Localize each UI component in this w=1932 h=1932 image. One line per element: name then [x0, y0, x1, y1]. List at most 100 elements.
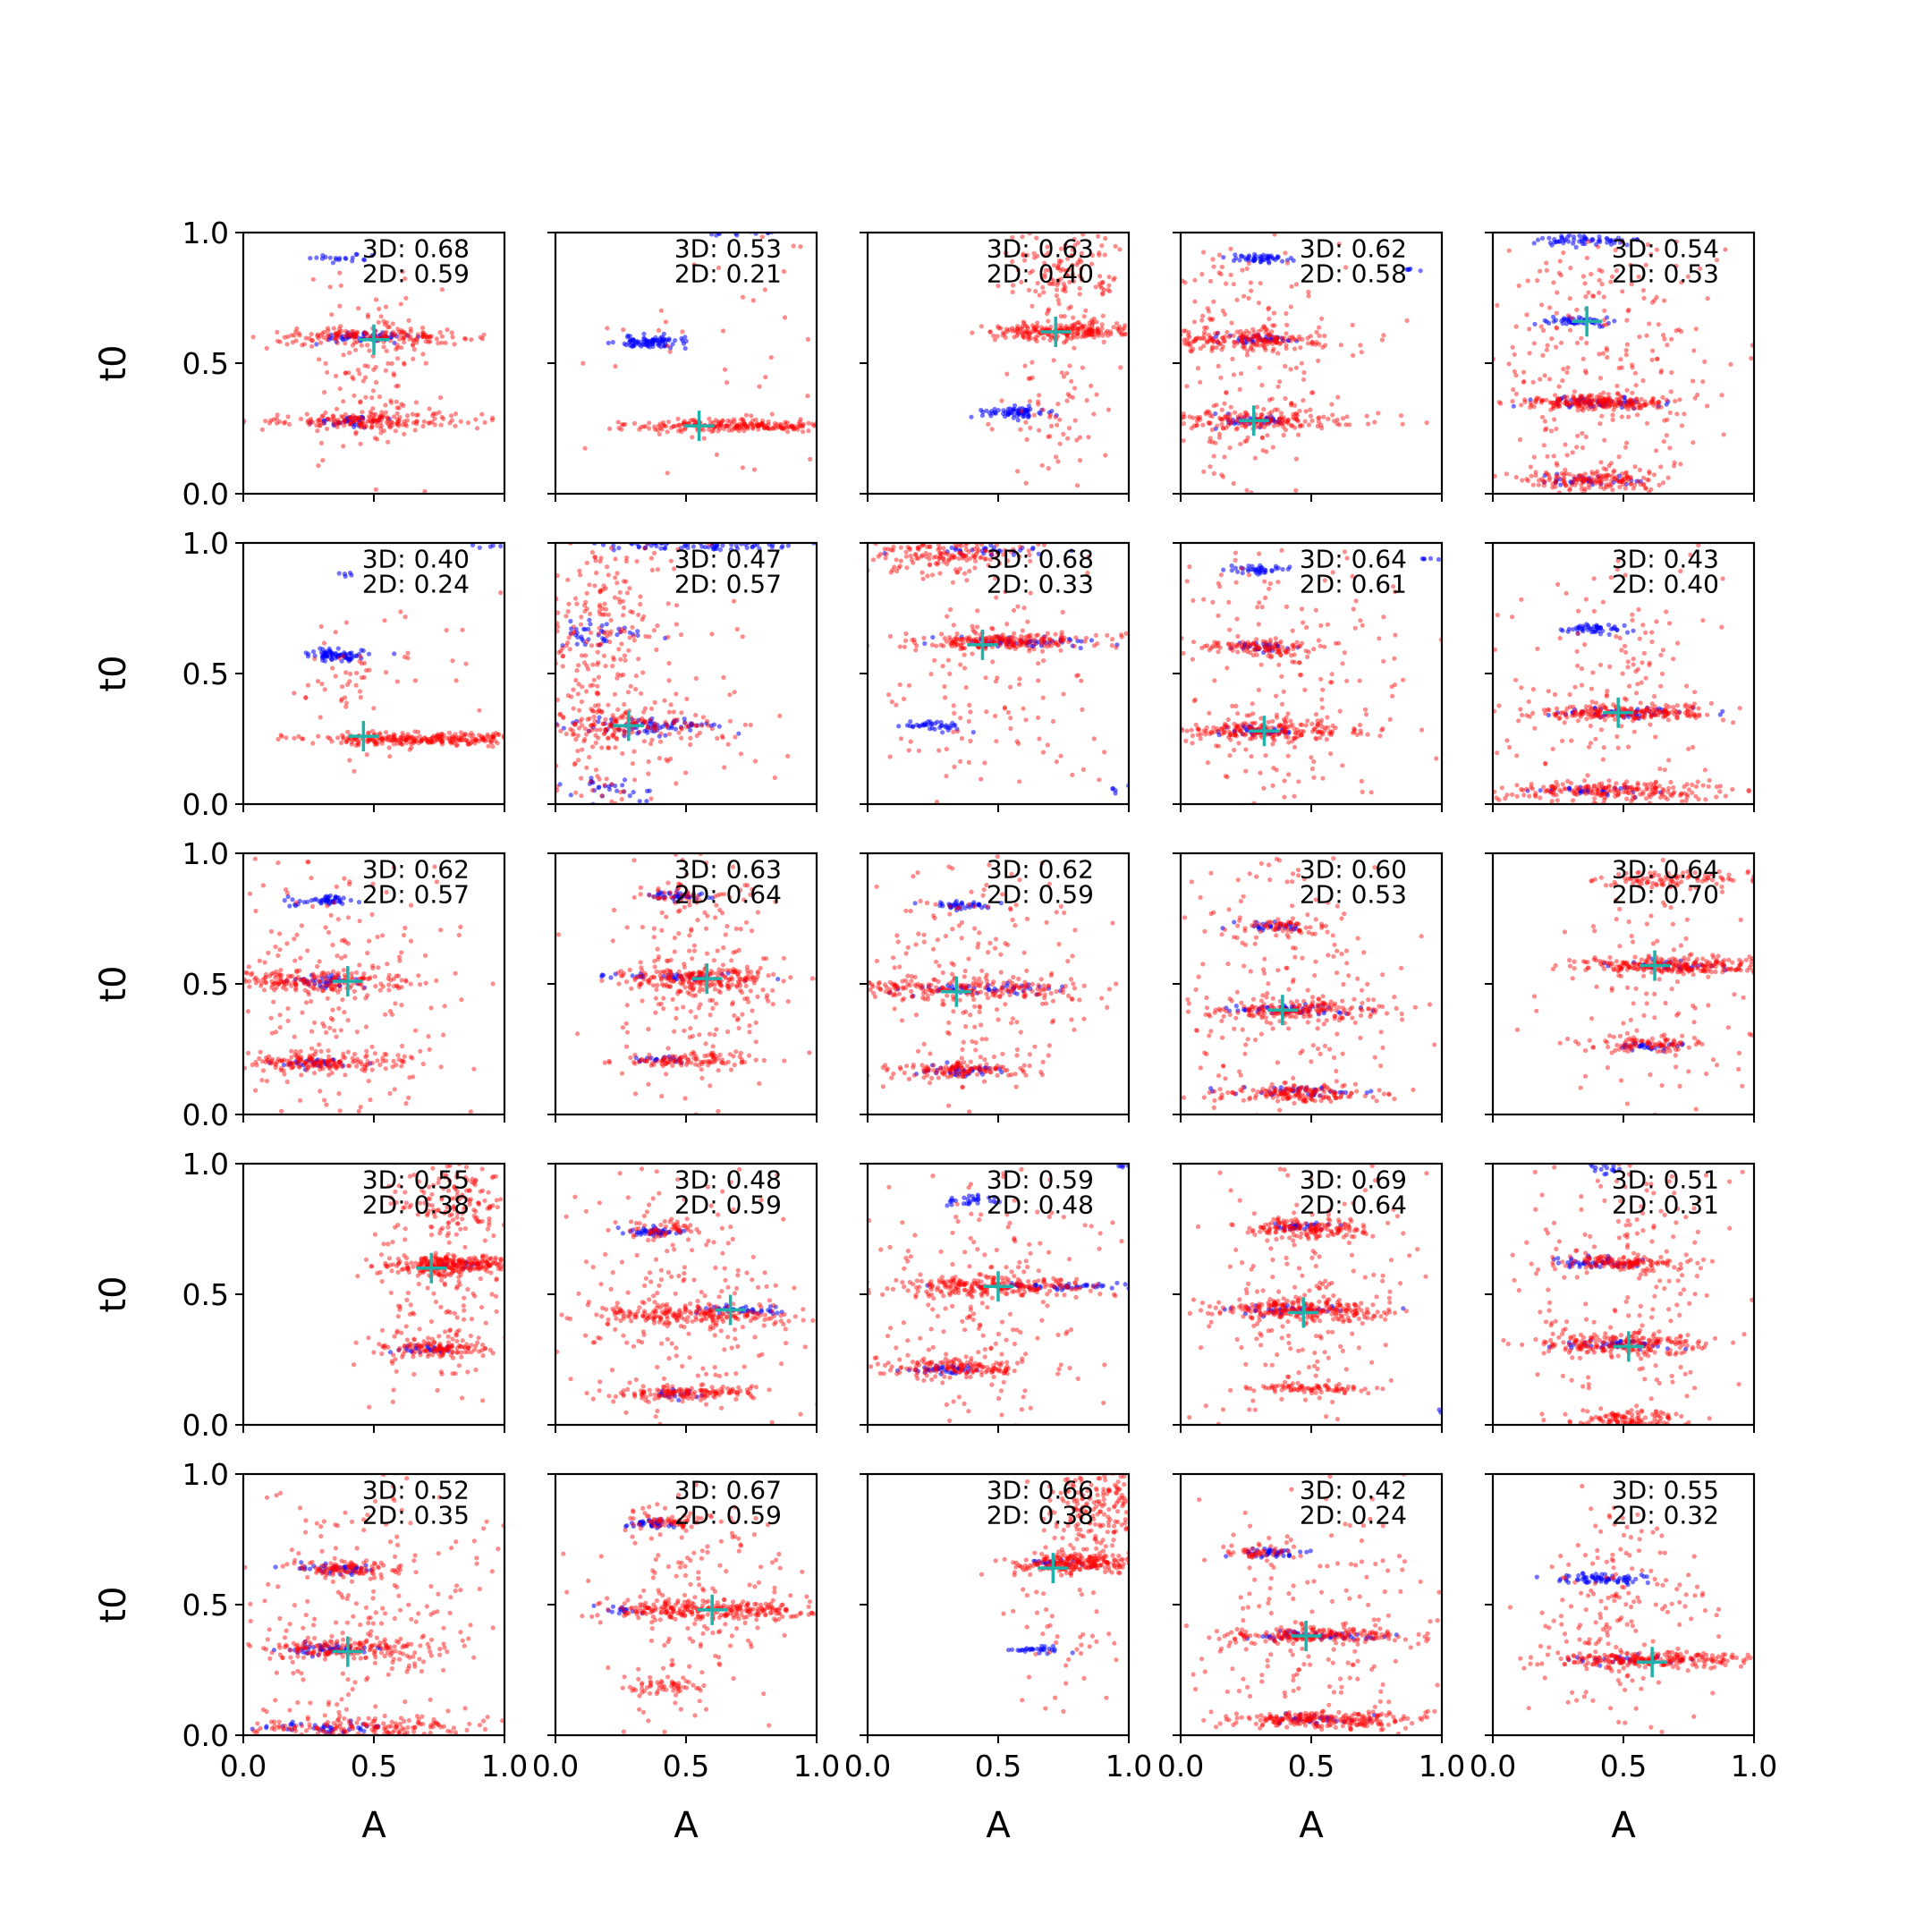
red-point: [1524, 477, 1530, 482]
red-point: [1258, 733, 1264, 738]
red-point: [383, 368, 388, 373]
red-point: [560, 654, 565, 659]
red-point: [1063, 242, 1068, 248]
red-point: [432, 739, 437, 744]
red-point: [1317, 342, 1322, 347]
blue-point: [1634, 479, 1640, 484]
red-point: [1571, 395, 1576, 401]
red-point: [1589, 476, 1594, 482]
red-point: [605, 326, 610, 331]
blue-point: [1079, 639, 1084, 644]
red-point: [688, 735, 693, 741]
red-point: [326, 328, 331, 334]
red-point: [997, 636, 1003, 641]
red-point: [1595, 402, 1600, 408]
red-point: [1267, 339, 1273, 344]
red-point: [739, 424, 744, 429]
red-point: [1521, 369, 1527, 375]
red-point: [1424, 420, 1429, 426]
red-point: [360, 420, 365, 426]
red-point: [637, 427, 642, 432]
red-point: [1123, 323, 1128, 328]
blue-point: [1229, 568, 1234, 573]
red-point: [1561, 250, 1566, 256]
red-point: [345, 729, 351, 735]
red-point: [383, 333, 388, 338]
red-point: [1377, 733, 1383, 739]
red-point: [1219, 732, 1224, 737]
red-point: [691, 418, 698, 423]
red-point: [1305, 341, 1310, 346]
red-point: [432, 422, 437, 428]
red-point: [920, 576, 926, 581]
red-point: [1314, 340, 1319, 345]
red-point: [995, 675, 1000, 681]
red-point: [417, 733, 422, 739]
blue-point: [757, 546, 762, 551]
red-point: [633, 686, 639, 692]
blue-point: [1551, 314, 1556, 319]
red-point: [315, 334, 320, 339]
red-point: [745, 425, 750, 430]
red-point: [1091, 335, 1097, 340]
red-point: [1279, 421, 1284, 427]
red-point: [310, 741, 316, 746]
red-point: [898, 558, 903, 564]
red-point: [1253, 343, 1259, 348]
red-point: [1238, 412, 1243, 418]
red-point: [353, 332, 359, 337]
red-point: [725, 741, 731, 747]
red-point: [1580, 399, 1585, 404]
red-point: [741, 418, 746, 423]
red-point: [595, 642, 600, 648]
red-point: [1662, 298, 1667, 303]
red-point: [1669, 369, 1674, 376]
blue-point: [360, 648, 366, 654]
red-point: [1616, 479, 1622, 485]
red-point: [433, 734, 438, 740]
red-point: [920, 543, 926, 548]
red-point: [576, 758, 581, 763]
red-point: [332, 336, 338, 342]
red-point: [1250, 725, 1256, 731]
red-point: [1601, 397, 1606, 402]
red-point: [767, 427, 773, 432]
red-point: [1021, 706, 1026, 711]
red-point: [353, 334, 359, 339]
red-point: [1664, 397, 1669, 402]
blue-point: [1036, 551, 1041, 556]
blue-point: [631, 343, 636, 349]
red-point: [1322, 728, 1327, 733]
blue-point: [345, 330, 351, 335]
blue-point: [1285, 566, 1291, 572]
red-point: [1661, 333, 1666, 338]
red-point: [1610, 402, 1615, 408]
red-point: [1698, 266, 1703, 271]
red-point: [1276, 724, 1282, 729]
red-point: [1517, 436, 1523, 443]
points-layer: [1181, 547, 1442, 804]
red-point: [740, 634, 745, 640]
red-point: [612, 691, 618, 697]
red-point: [1028, 270, 1033, 275]
red-point: [1623, 440, 1630, 445]
red-point: [614, 716, 619, 722]
red-point: [1288, 304, 1293, 309]
red-point: [375, 436, 380, 442]
red-point: [1647, 321, 1652, 326]
red-point: [997, 636, 1003, 641]
red-point: [1543, 470, 1548, 476]
red-point: [1219, 347, 1224, 352]
red-point: [1240, 267, 1245, 273]
red-point: [1106, 333, 1111, 338]
red-point: [1265, 421, 1270, 427]
blue-point: [1586, 475, 1592, 481]
red-point: [603, 727, 608, 733]
red-point: [1553, 479, 1558, 485]
red-point: [1317, 325, 1322, 330]
red-point: [665, 343, 671, 349]
red-point: [691, 262, 697, 267]
red-point: [1214, 402, 1219, 408]
red-point: [613, 718, 618, 724]
red-point: [1096, 328, 1101, 334]
